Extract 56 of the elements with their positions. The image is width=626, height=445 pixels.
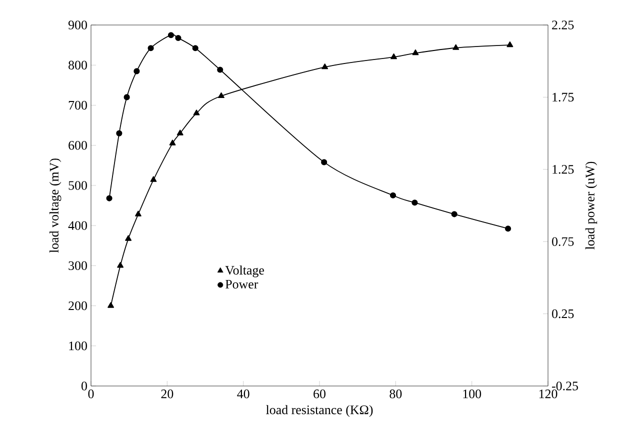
x-tick-label: 20 xyxy=(161,390,174,398)
legend-label: Voltage xyxy=(225,265,264,278)
point xyxy=(168,32,174,38)
x-tick-label: 80 xyxy=(390,390,402,398)
y-tick-label: 500 xyxy=(68,181,87,190)
legend-label: Power xyxy=(225,280,258,289)
y-tick-label: 400 xyxy=(68,221,87,230)
y2-tick-label: 0.75 xyxy=(552,237,574,246)
y2-tick-label: 1.25 xyxy=(552,165,574,174)
y2-tick-label: 0.25 xyxy=(552,309,574,318)
point xyxy=(124,94,130,100)
point xyxy=(135,210,142,216)
point xyxy=(117,262,124,268)
point xyxy=(193,110,200,116)
point xyxy=(148,45,154,52)
point xyxy=(506,41,514,48)
point xyxy=(134,68,140,74)
point xyxy=(412,49,419,56)
x-tick-label: 100 xyxy=(463,390,482,398)
point xyxy=(106,195,112,202)
y-tick-label: 600 xyxy=(68,140,87,150)
point xyxy=(390,192,396,198)
y2-tick-label: -0.25 xyxy=(552,382,578,390)
y-tick-label: 0 xyxy=(82,382,87,390)
point xyxy=(169,140,176,146)
point xyxy=(218,92,224,98)
x-tick-label: 40 xyxy=(237,390,250,398)
point xyxy=(150,176,157,182)
y-tick-label: 300 xyxy=(68,261,87,270)
point xyxy=(175,34,182,42)
point xyxy=(192,45,198,52)
y-tick-label: 800 xyxy=(68,60,87,70)
point xyxy=(452,44,460,50)
x-tick-label: 120 xyxy=(539,390,558,398)
x-tick-label: 0 xyxy=(88,390,94,398)
y-axis-title: load voltage (mV) xyxy=(49,158,62,253)
point xyxy=(451,211,458,218)
point xyxy=(108,302,114,308)
y2-tick-label: 2.25 xyxy=(552,20,574,30)
point xyxy=(390,53,397,60)
point xyxy=(412,200,418,206)
point xyxy=(504,226,512,232)
point xyxy=(322,63,328,70)
point xyxy=(176,130,184,136)
point xyxy=(217,66,224,73)
point xyxy=(125,235,132,241)
y-tick-label: 900 xyxy=(68,20,87,30)
y2-tick-label: 1.75 xyxy=(552,92,574,102)
x-tick-label: 60 xyxy=(314,390,326,398)
y2-axis-title: load power (uW) xyxy=(585,162,598,250)
y-tick-label: 100 xyxy=(69,342,87,350)
x-axis-title: load resistance (KΩ) xyxy=(266,405,373,417)
point xyxy=(321,159,328,166)
y-tick-label: 200 xyxy=(68,301,87,310)
point xyxy=(116,130,122,136)
y-tick-label: 700 xyxy=(68,100,87,110)
